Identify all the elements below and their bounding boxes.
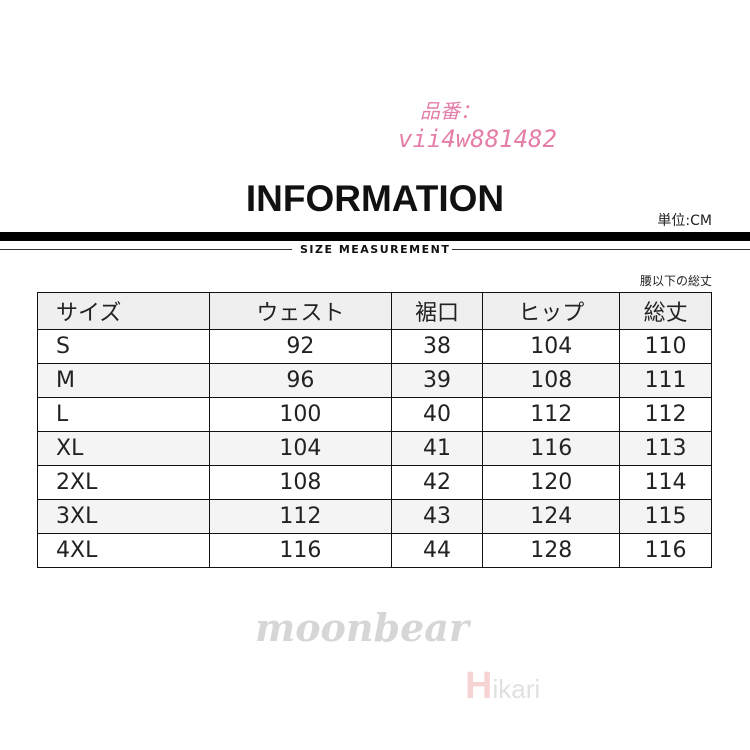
table-cell: 44 (390, 533, 484, 568)
table-cell: 116 (482, 431, 621, 466)
table-cell: 110 (619, 329, 712, 364)
table-cell: 128 (482, 533, 621, 568)
table-cell: 112 (619, 397, 712, 432)
table-cell: 42 (390, 465, 484, 500)
column-header: ヒップ (482, 292, 621, 330)
table-row: M 96 39 108 111 (36, 363, 712, 398)
length-note: 腰以下の総丈 (639, 274, 712, 288)
section-subtitle: SIZE MEASUREMENT (300, 243, 451, 256)
table-cell: S (36, 329, 211, 364)
table-cell: 92 (209, 329, 392, 364)
watermark-logo-text: ikari (492, 674, 541, 704)
table-row: S 92 38 104 110 (36, 329, 712, 364)
table-cell: 2XL (36, 465, 211, 500)
table-cell: 43 (390, 499, 484, 534)
table-cell: 111 (619, 363, 712, 398)
table-cell: 108 (482, 363, 621, 398)
table-cell: 112 (209, 499, 392, 534)
table-row: 2XL 108 42 120 114 (36, 465, 712, 500)
column-header: ウェスト (209, 292, 392, 330)
table-row: L 100 40 112 112 (36, 397, 712, 432)
table-cell: 3XL (36, 499, 211, 534)
table-cell: 104 (482, 329, 621, 364)
table-cell: XL (36, 431, 211, 466)
divider-thick (0, 232, 750, 241)
watermark-brand: moonbear (255, 605, 469, 650)
table-row: 4XL 116 44 128 116 (36, 533, 712, 568)
table-row: XL 104 41 116 113 (36, 431, 712, 466)
table-cell: 40 (390, 397, 484, 432)
size-table: サイズ ウェスト 裾口 ヒップ 総丈 S 92 38 104 110 M 96 39 108 111 L 100… (36, 292, 712, 568)
table-cell: 120 (482, 465, 621, 500)
table-row: 3XL 112 43 124 115 (36, 499, 712, 534)
table-cell: 115 (619, 499, 712, 534)
table-cell: 114 (619, 465, 712, 500)
table-cell: 116 (209, 533, 392, 568)
table-cell: 38 (390, 329, 484, 364)
table-cell: 100 (209, 397, 392, 432)
column-header: 裾口 (390, 292, 484, 330)
table-cell: 96 (209, 363, 392, 398)
column-header: サイズ (36, 292, 211, 330)
table-cell: 104 (209, 431, 392, 466)
column-header: 総丈 (619, 292, 712, 330)
table-header-row: サイズ ウェスト 裾口 ヒップ 総丈 (36, 292, 712, 330)
watermark-product-label: 品番： (420, 99, 480, 123)
table-cell: 41 (390, 431, 484, 466)
table-cell: 4XL (36, 533, 211, 568)
table-cell: L (36, 397, 211, 432)
table-cell: 116 (619, 533, 712, 568)
table-cell: 112 (482, 397, 621, 432)
watermark-logo: Hikari (465, 665, 540, 708)
watermark-logo-h: H (465, 665, 493, 707)
table-cell: 113 (619, 431, 712, 466)
table-cell: 108 (209, 465, 392, 500)
table-cell: 124 (482, 499, 621, 534)
divider-thin-right (452, 249, 750, 250)
watermark-product-code: vii4w881482 (398, 125, 557, 153)
unit-label: 単位:CM (657, 213, 712, 229)
divider-thin-left (0, 249, 292, 250)
table-cell: M (36, 363, 211, 398)
table-cell: 39 (390, 363, 484, 398)
page-title: INFORMATION (245, 178, 505, 219)
